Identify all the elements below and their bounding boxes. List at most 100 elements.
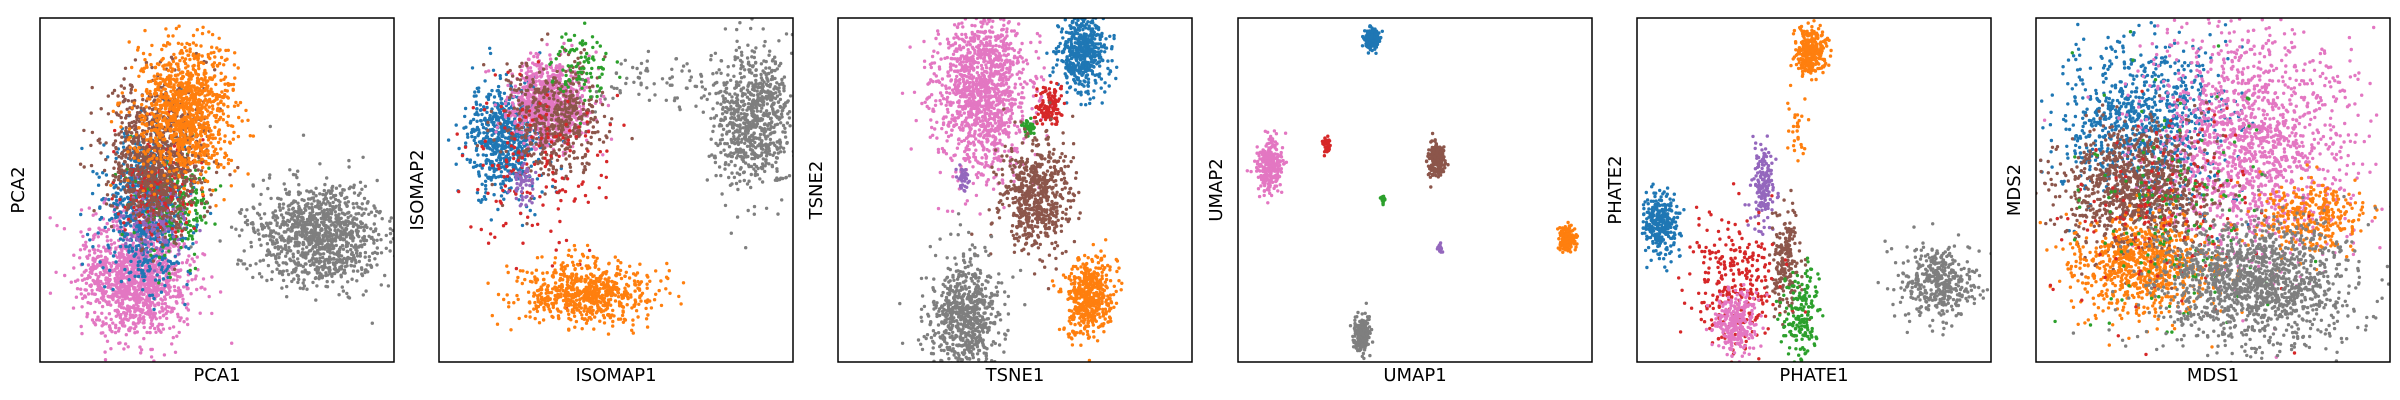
data-point bbox=[326, 189, 331, 193]
data-point bbox=[90, 85, 94, 90]
data-point bbox=[87, 253, 92, 257]
data-point bbox=[171, 325, 176, 329]
data-point bbox=[203, 287, 207, 291]
data-point bbox=[137, 172, 141, 176]
data-point bbox=[123, 228, 127, 232]
data-point bbox=[208, 205, 212, 209]
data-point bbox=[275, 267, 279, 271]
data-point bbox=[149, 318, 154, 323]
data-point bbox=[162, 313, 166, 317]
data-point bbox=[375, 178, 379, 183]
data-point bbox=[170, 221, 174, 225]
data-point bbox=[277, 252, 282, 256]
data-point bbox=[312, 250, 317, 254]
data-point bbox=[317, 236, 322, 240]
data-point bbox=[156, 179, 160, 183]
data-point bbox=[114, 152, 118, 156]
data-point bbox=[304, 235, 308, 239]
data-point bbox=[133, 314, 137, 319]
data-point bbox=[92, 248, 97, 252]
data-point bbox=[273, 245, 277, 250]
data-point bbox=[291, 224, 296, 228]
data-point bbox=[117, 167, 121, 171]
data-point bbox=[354, 248, 358, 252]
data-point bbox=[324, 212, 328, 216]
data-point bbox=[370, 235, 374, 240]
data-point bbox=[97, 263, 102, 267]
data-point bbox=[195, 28, 199, 32]
data-point bbox=[120, 135, 124, 139]
data-point bbox=[142, 278, 146, 283]
data-point bbox=[152, 183, 157, 187]
data-point bbox=[152, 283, 156, 287]
data-point bbox=[83, 288, 87, 292]
data-point bbox=[340, 285, 344, 289]
data-point bbox=[271, 211, 275, 215]
data-point bbox=[86, 263, 91, 267]
data-point bbox=[310, 202, 314, 206]
data-point bbox=[183, 302, 187, 307]
data-point bbox=[229, 225, 234, 229]
data-point bbox=[110, 282, 114, 287]
data-point bbox=[138, 207, 142, 212]
data-point bbox=[188, 271, 192, 276]
data-point bbox=[195, 199, 199, 203]
data-point bbox=[78, 162, 83, 166]
data-point bbox=[174, 162, 178, 166]
data-point bbox=[311, 280, 315, 285]
data-point bbox=[137, 317, 141, 322]
data-point bbox=[96, 138, 100, 143]
data-point bbox=[360, 273, 365, 278]
data-point bbox=[160, 243, 164, 247]
data-point bbox=[295, 233, 299, 237]
data-point bbox=[251, 275, 255, 280]
data-point bbox=[146, 199, 150, 203]
data-point bbox=[122, 347, 126, 351]
data-point bbox=[115, 290, 119, 294]
data-point bbox=[161, 216, 165, 221]
data-point bbox=[129, 297, 133, 301]
data-point bbox=[265, 242, 270, 246]
data-point bbox=[134, 247, 139, 252]
data-point bbox=[339, 230, 344, 234]
data-point bbox=[149, 355, 154, 359]
data-point bbox=[92, 279, 97, 283]
data-point bbox=[209, 141, 213, 145]
data-point bbox=[325, 176, 329, 180]
data-point bbox=[260, 275, 264, 279]
data-point bbox=[236, 165, 240, 170]
data-point bbox=[99, 107, 103, 111]
data-point bbox=[148, 303, 153, 308]
data-point bbox=[365, 201, 370, 205]
data-point bbox=[189, 174, 193, 178]
data-point bbox=[292, 210, 296, 215]
data-point bbox=[175, 274, 180, 279]
data-point bbox=[240, 228, 244, 232]
data-point bbox=[137, 200, 141, 204]
data-point bbox=[54, 270, 58, 274]
data-point bbox=[346, 215, 350, 220]
data-point bbox=[336, 228, 340, 232]
data-point bbox=[99, 232, 103, 236]
data-point bbox=[300, 234, 304, 239]
data-point bbox=[139, 237, 144, 241]
data-point bbox=[154, 246, 159, 250]
data-point bbox=[311, 245, 316, 249]
data-point bbox=[128, 145, 132, 150]
data-point bbox=[157, 208, 162, 212]
data-point bbox=[153, 210, 157, 214]
data-point bbox=[190, 234, 194, 238]
data-point bbox=[106, 94, 111, 98]
data-point bbox=[321, 255, 325, 260]
data-point bbox=[287, 245, 291, 250]
data-point bbox=[186, 302, 190, 306]
data-point bbox=[284, 254, 288, 258]
data-point bbox=[88, 270, 92, 275]
data-point bbox=[349, 236, 353, 240]
data-point bbox=[88, 238, 92, 242]
data-point bbox=[126, 99, 130, 103]
data-point bbox=[113, 160, 118, 164]
data-point bbox=[112, 194, 116, 198]
data-point bbox=[150, 347, 154, 352]
data-point bbox=[152, 177, 157, 181]
